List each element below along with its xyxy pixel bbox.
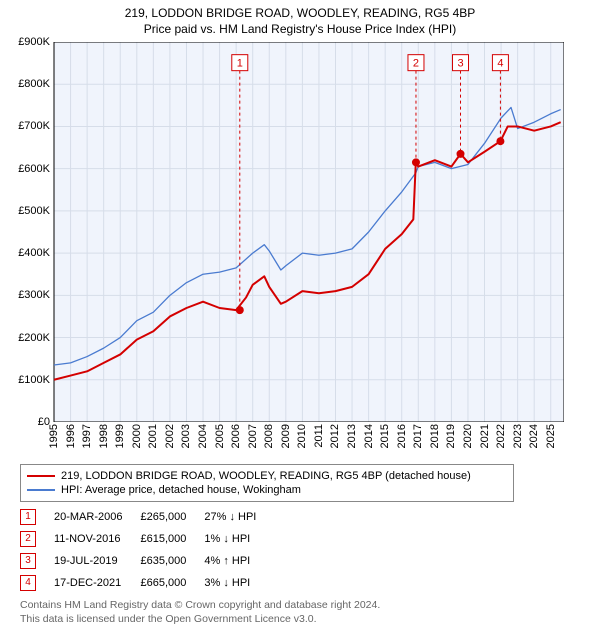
x-tick-label: 2021 [479,424,491,448]
sale-date: 20-MAR-2006 [54,506,140,528]
x-tick-label: 2022 [495,424,507,448]
legend-item: HPI: Average price, detached house, Woki… [27,483,507,497]
y-tick-label: £400K [18,247,50,259]
chart-svg: 1 2 3 4 [8,42,564,422]
x-tick-label: 2004 [197,424,209,448]
svg-text:4: 4 [497,58,503,70]
y-tick-label: £900K [18,36,50,48]
sale-date: 11-NOV-2016 [54,528,140,550]
x-tick-label: 1995 [48,424,60,448]
sale-vs-hpi: 27% ↓ HPI [204,506,274,528]
x-tick-label: 2007 [247,424,259,448]
x-tick-label: 2002 [164,424,176,448]
sale-price: £615,000 [140,528,204,550]
sale-price: £265,000 [140,506,204,528]
legend-swatch [27,475,55,477]
sale-vs-hpi: 4% ↑ HPI [204,550,274,572]
price-chart: £0£100K£200K£300K£400K£500K£600K£700K£80… [8,42,592,462]
legend-item: 219, LODDON BRIDGE ROAD, WOODLEY, READIN… [27,469,507,483]
x-tick-label: 2024 [528,424,540,448]
y-tick-label: £800K [18,78,50,90]
x-tick-label: 2001 [147,424,159,448]
table-row: 3 19-JUL-2019£635,0004% ↑ HPI [20,550,274,572]
x-tick-label: 2005 [214,424,226,448]
x-tick-label: 2013 [346,424,358,448]
legend-swatch [27,489,55,491]
table-row: 1 20-MAR-2006£265,00027% ↓ HPI [20,506,274,528]
legend-label: HPI: Average price, detached house, Woki… [61,484,301,496]
x-tick-label: 1997 [81,424,93,448]
x-tick-label: 2000 [131,424,143,448]
x-tick-label: 2016 [396,424,408,448]
svg-text:1: 1 [237,58,243,70]
x-tick-label: 2020 [462,424,474,448]
x-tick-label: 2008 [263,424,275,448]
x-tick-label: 2019 [445,424,457,448]
table-row: 2 11-NOV-2016£615,0001% ↓ HPI [20,528,274,550]
sale-vs-hpi: 3% ↓ HPI [204,572,274,594]
sale-marker-box: 2 [20,531,36,547]
x-tick-label: 2011 [313,424,325,448]
y-tick-label: £200K [18,332,50,344]
sale-marker-box: 1 [20,509,36,525]
sale-vs-hpi: 1% ↓ HPI [204,528,274,550]
footnote-line: This data is licensed under the Open Gov… [20,612,592,626]
svg-text:3: 3 [457,58,463,70]
x-tick-label: 2023 [512,424,524,448]
x-tick-label: 2015 [379,424,391,448]
x-tick-label: 2003 [180,424,192,448]
y-tick-label: £700K [18,120,50,132]
x-tick-label: 2010 [296,424,308,448]
x-tick-label: 2017 [412,424,424,448]
sale-date: 17-DEC-2021 [54,572,140,594]
y-tick-label: £300K [18,289,50,301]
y-tick-label: £100K [18,374,50,386]
x-tick-label: 2012 [329,424,341,448]
table-row: 4 17-DEC-2021£665,0003% ↓ HPI [20,572,274,594]
x-tick-label: 2014 [363,424,375,448]
sale-price: £635,000 [140,550,204,572]
y-tick-label: £600K [18,163,50,175]
legend-label: 219, LODDON BRIDGE ROAD, WOODLEY, READIN… [61,470,471,482]
x-tick-label: 2025 [545,424,557,448]
sale-marker-box: 4 [20,575,36,591]
sale-price: £665,000 [140,572,204,594]
footnote-line: Contains HM Land Registry data © Crown c… [20,598,592,612]
x-tick-label: 1996 [65,424,77,448]
x-tick-label: 2006 [230,424,242,448]
x-tick-label: 2018 [429,424,441,448]
x-tick-label: 1999 [114,424,126,448]
x-tick-label: 1998 [98,424,110,448]
chart-legend: 219, LODDON BRIDGE ROAD, WOODLEY, READIN… [20,464,514,502]
sales-table: 1 20-MAR-2006£265,00027% ↓ HPI 2 11-NOV-201… [20,506,274,594]
x-tick-label: 2009 [280,424,292,448]
sale-date: 19-JUL-2019 [54,550,140,572]
page-title-sub: Price paid vs. HM Land Registry's House … [8,22,592,36]
y-tick-label: £500K [18,205,50,217]
footnote: Contains HM Land Registry data © Crown c… [20,598,592,626]
page-title-address: 219, LODDON BRIDGE ROAD, WOODLEY, READIN… [8,6,592,20]
svg-text:2: 2 [413,58,419,70]
sale-marker-box: 3 [20,553,36,569]
